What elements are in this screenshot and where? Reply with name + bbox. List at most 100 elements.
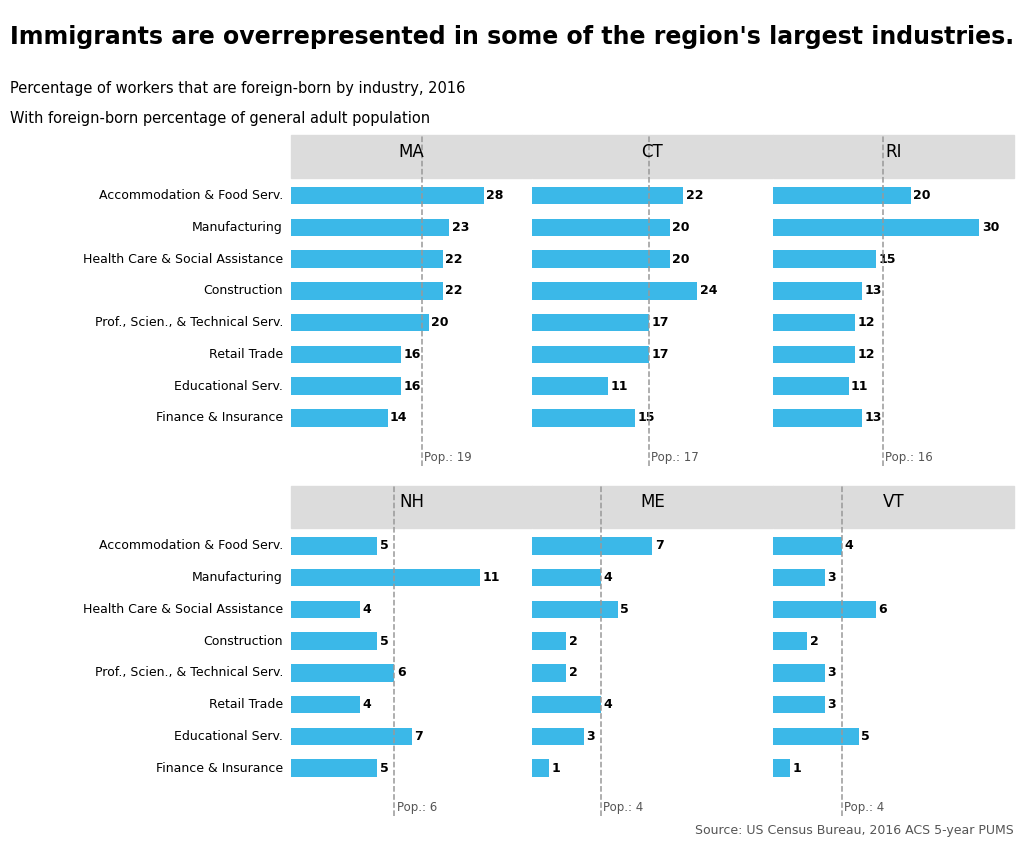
Bar <box>532 759 549 777</box>
Bar <box>773 485 1014 528</box>
Text: Finance & Insurance: Finance & Insurance <box>156 762 283 775</box>
Bar <box>773 537 842 554</box>
Bar <box>773 378 849 395</box>
Text: RI: RI <box>885 143 901 161</box>
Bar <box>773 696 824 713</box>
Text: 3: 3 <box>827 698 836 711</box>
Text: 5: 5 <box>380 635 388 648</box>
Bar <box>773 314 855 331</box>
Text: 11: 11 <box>483 571 501 584</box>
Text: 22: 22 <box>445 284 463 298</box>
Bar <box>291 727 412 745</box>
Text: 5: 5 <box>861 730 870 743</box>
Text: 1: 1 <box>793 762 801 775</box>
Bar <box>773 727 859 745</box>
Bar <box>532 485 773 528</box>
Text: 2: 2 <box>569 666 578 680</box>
Bar <box>773 410 862 426</box>
Text: 15: 15 <box>638 411 655 425</box>
Text: NH: NH <box>399 493 424 511</box>
Text: Prof., Scien., & Technical Serv.: Prof., Scien., & Technical Serv. <box>94 316 283 329</box>
Bar <box>291 537 377 554</box>
Text: 11: 11 <box>610 379 628 393</box>
Text: 20: 20 <box>913 189 931 202</box>
Bar <box>773 187 910 204</box>
Text: 16: 16 <box>403 348 421 361</box>
Bar <box>773 135 1014 178</box>
Text: 22: 22 <box>686 189 703 202</box>
Text: Immigrants are overrepresented in some of the region's largest industries.: Immigrants are overrepresented in some o… <box>10 25 1015 50</box>
Bar <box>532 696 601 713</box>
Text: Construction: Construction <box>204 284 283 298</box>
Text: Accommodation & Food Serv.: Accommodation & Food Serv. <box>98 189 283 202</box>
Bar <box>532 378 608 395</box>
Text: Manufacturing: Manufacturing <box>193 221 283 234</box>
Text: 28: 28 <box>486 189 504 202</box>
Bar <box>291 632 377 650</box>
Text: 5: 5 <box>621 603 629 616</box>
Text: 12: 12 <box>858 348 876 361</box>
Text: 15: 15 <box>879 252 896 266</box>
Text: 17: 17 <box>651 316 669 329</box>
Text: 4: 4 <box>362 603 371 616</box>
Text: Retail Trade: Retail Trade <box>209 348 283 361</box>
Text: 20: 20 <box>431 316 449 329</box>
Text: With foreign-born percentage of general adult population: With foreign-born percentage of general … <box>10 111 430 126</box>
Bar <box>532 569 601 586</box>
Bar <box>532 219 670 236</box>
Bar <box>532 314 649 331</box>
Text: 1: 1 <box>552 762 560 775</box>
Bar <box>291 696 360 713</box>
Bar <box>532 410 635 426</box>
Text: Pop.: 19: Pop.: 19 <box>424 452 472 464</box>
Bar <box>291 187 484 204</box>
Text: Percentage of workers that are foreign-born by industry, 2016: Percentage of workers that are foreign-b… <box>10 81 466 96</box>
Text: 23: 23 <box>452 221 469 234</box>
Bar <box>291 378 401 395</box>
Text: 13: 13 <box>865 284 882 298</box>
Bar <box>532 283 697 299</box>
Text: Finance & Insurance: Finance & Insurance <box>156 411 283 425</box>
Text: Pop.: 4: Pop.: 4 <box>844 801 885 814</box>
Text: 4: 4 <box>603 698 612 711</box>
Text: Educational Serv.: Educational Serv. <box>174 730 283 743</box>
Text: 17: 17 <box>651 348 669 361</box>
Bar <box>532 632 566 650</box>
Bar <box>773 251 877 268</box>
Text: VT: VT <box>883 493 904 511</box>
Bar <box>773 632 807 650</box>
Bar <box>291 759 377 777</box>
Bar <box>291 346 401 363</box>
Bar <box>773 664 824 681</box>
Text: 3: 3 <box>827 571 836 584</box>
Bar <box>532 251 670 268</box>
Text: CT: CT <box>642 143 664 161</box>
Bar <box>291 569 480 586</box>
Bar <box>532 187 683 204</box>
Text: Pop.: 4: Pop.: 4 <box>603 801 643 814</box>
Bar <box>291 485 532 528</box>
Text: Retail Trade: Retail Trade <box>209 698 283 711</box>
Bar <box>773 600 877 618</box>
Text: 5: 5 <box>380 762 388 775</box>
Text: 11: 11 <box>851 379 868 393</box>
Text: Health Care & Social Assistance: Health Care & Social Assistance <box>83 252 283 266</box>
Text: 12: 12 <box>858 316 876 329</box>
Text: 30: 30 <box>982 221 999 234</box>
Text: 3: 3 <box>827 666 836 680</box>
Text: 22: 22 <box>445 252 463 266</box>
Text: 6: 6 <box>879 603 887 616</box>
Text: Manufacturing: Manufacturing <box>193 571 283 584</box>
Text: 13: 13 <box>865 411 882 425</box>
Bar <box>532 664 566 681</box>
Text: Health Care & Social Assistance: Health Care & Social Assistance <box>83 603 283 616</box>
Text: 24: 24 <box>699 284 717 298</box>
Bar <box>291 314 429 331</box>
Bar <box>291 283 442 299</box>
Text: 2: 2 <box>569 635 578 648</box>
Bar <box>773 569 824 586</box>
Text: MA: MA <box>398 143 425 161</box>
Text: 7: 7 <box>655 539 664 553</box>
Text: Source: US Census Bureau, 2016 ACS 5-year PUMS: Source: US Census Bureau, 2016 ACS 5-yea… <box>695 824 1014 837</box>
Text: 4: 4 <box>844 539 853 553</box>
